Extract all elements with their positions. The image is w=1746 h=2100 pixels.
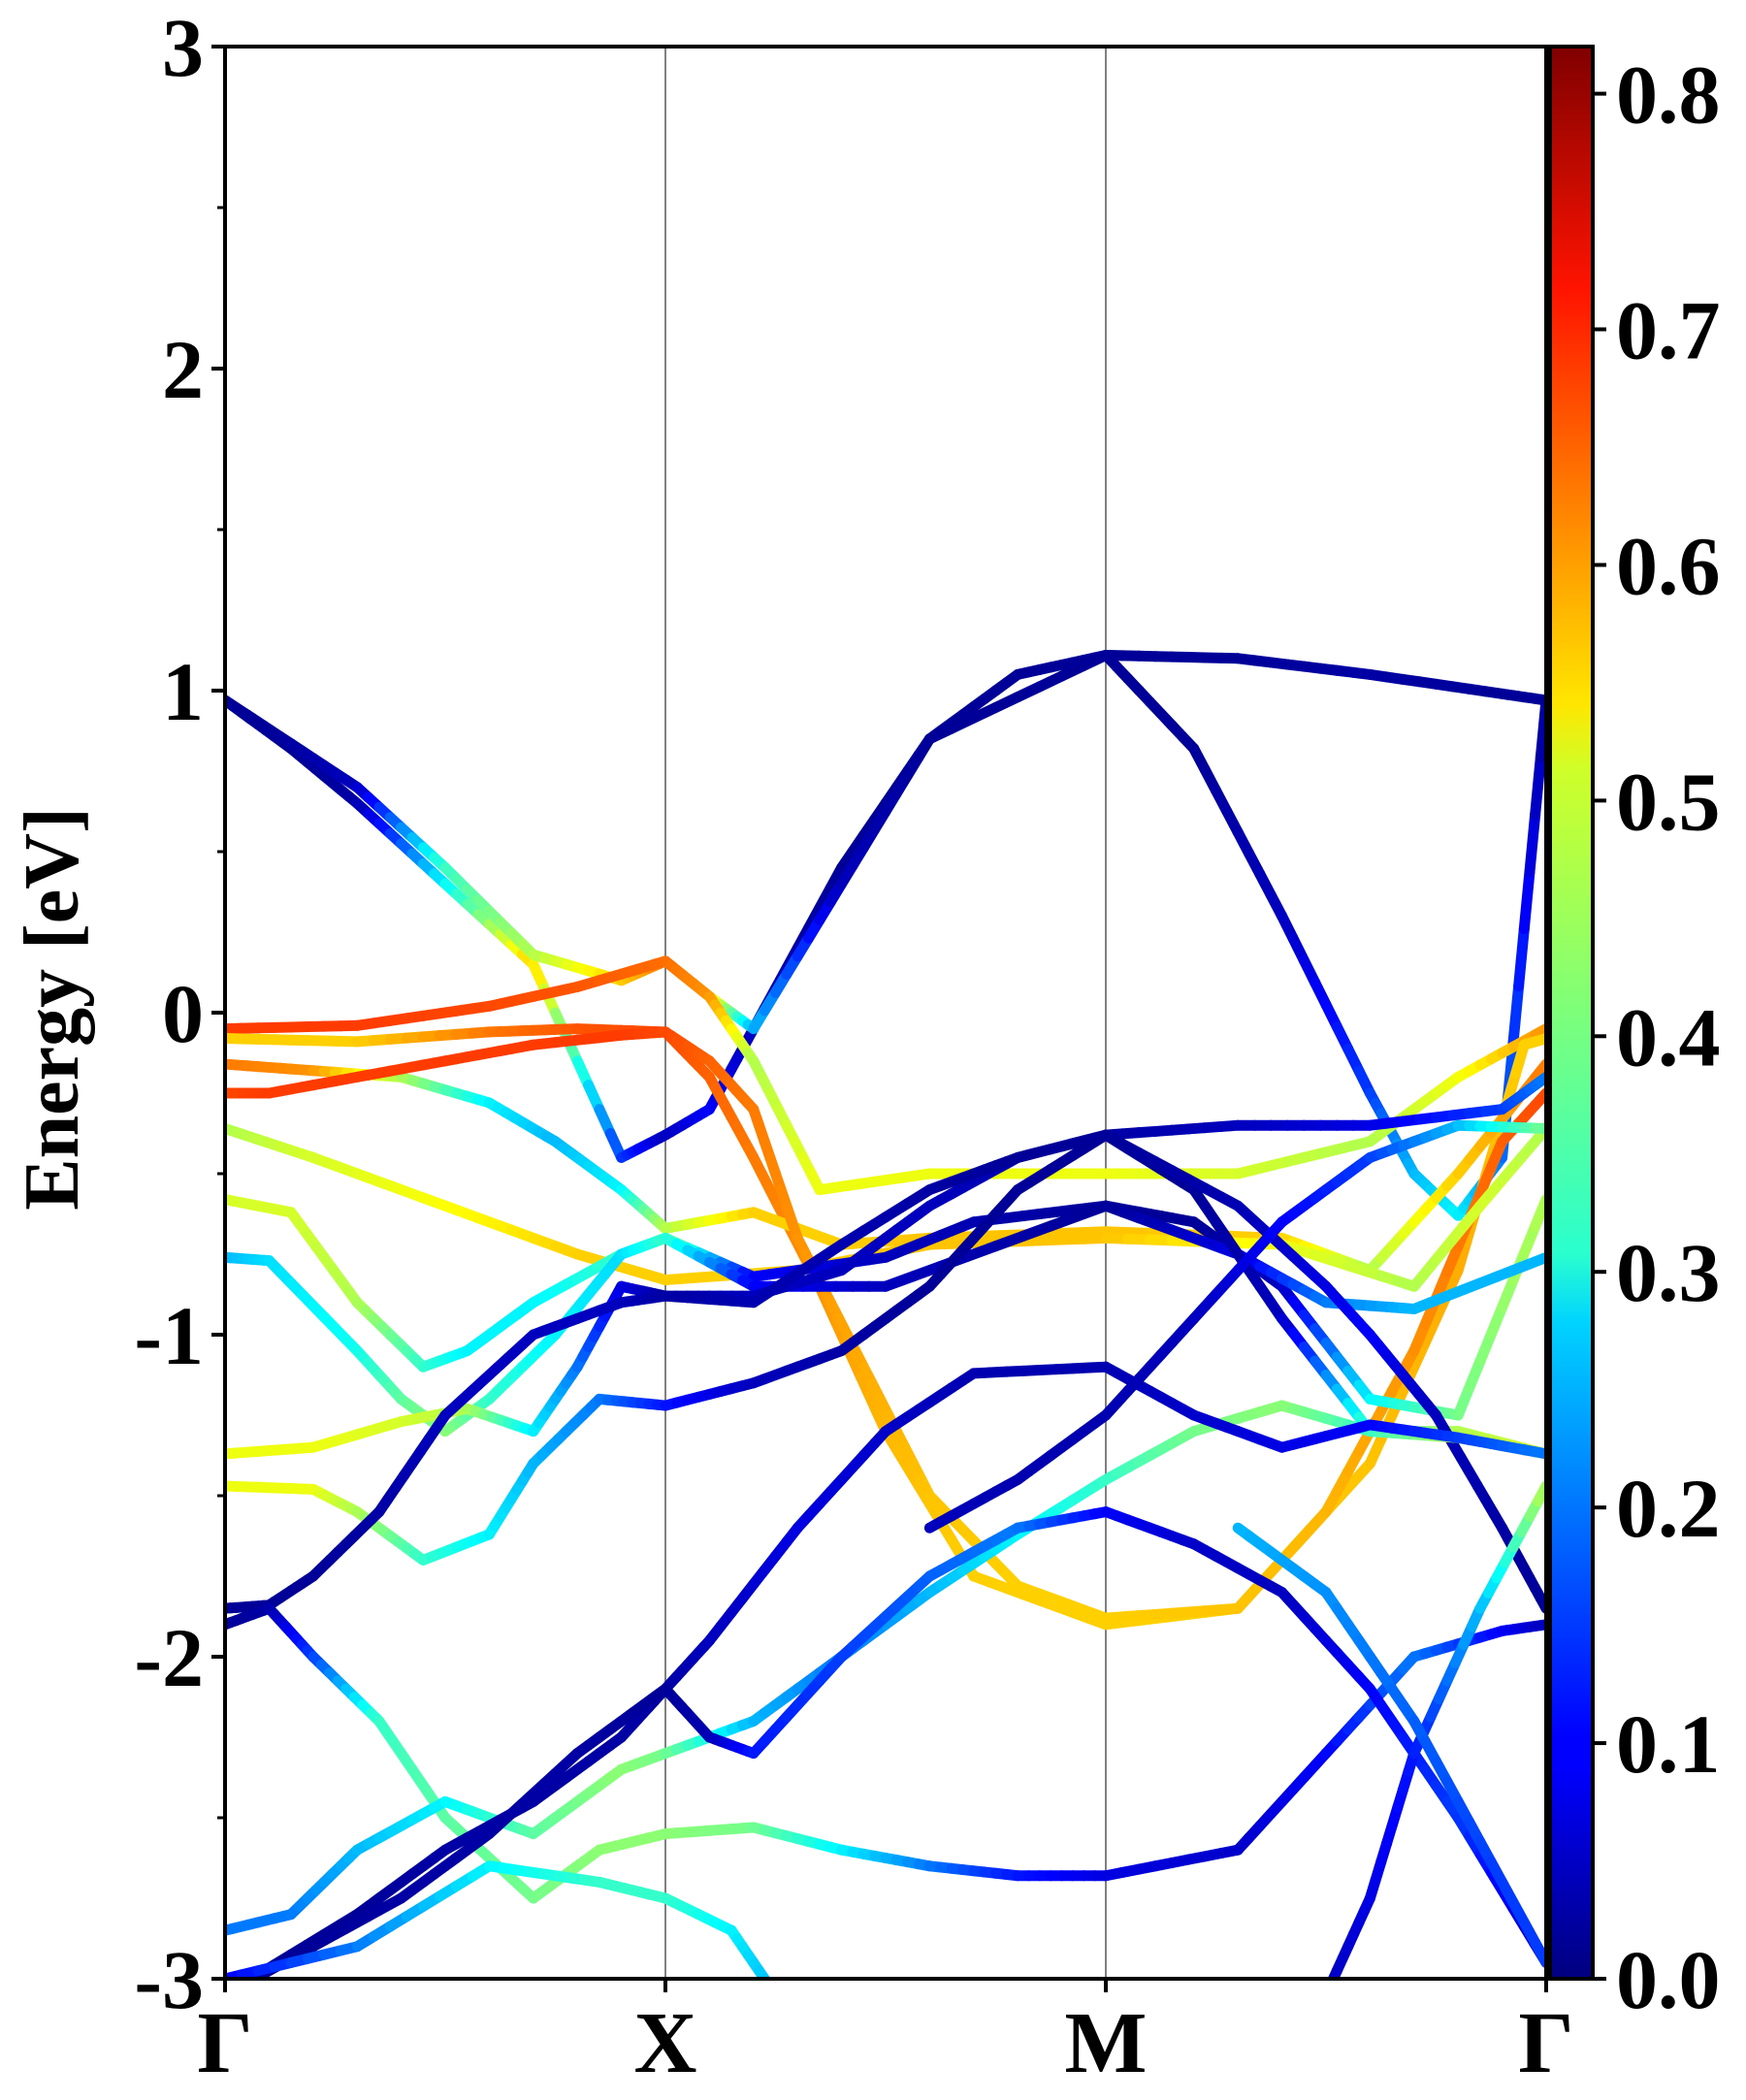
band-segment <box>1519 929 1525 986</box>
colorbar-tick-label: 0.2 <box>1616 1462 1721 1555</box>
band-segment <box>225 1985 242 1994</box>
band-segment <box>1524 872 1530 929</box>
y-tick-label: 0 <box>162 967 204 1060</box>
colorbar-tick-label: 0.6 <box>1616 519 1721 612</box>
y-tick-label: -3 <box>134 1933 204 2026</box>
colorbar-tick-label: 0.0 <box>1616 1933 1721 2026</box>
colorbar <box>1550 47 1593 1979</box>
colorbar-tick-label: 0.5 <box>1616 755 1721 848</box>
band-segment <box>1326 1983 1332 1994</box>
x-tick-label: Γ <box>197 1995 252 2091</box>
y-tick-label: -1 <box>134 1289 204 1382</box>
colorbar-tick-label: 0.1 <box>1616 1697 1721 1791</box>
x-tick-label: Γ <box>1518 1995 1573 2091</box>
x-tick-label: M <box>1065 1995 1148 2091</box>
y-tick-label: 2 <box>162 323 204 416</box>
y-tick-label: -2 <box>134 1611 204 1704</box>
y-tick-label: 3 <box>162 1 204 94</box>
y-tick-label: 1 <box>162 645 204 738</box>
colorbar-tick-label: 0.8 <box>1616 48 1721 142</box>
band-segment <box>1530 1257 1546 1264</box>
band-segment <box>1530 815 1536 872</box>
colorbar-tick-label: 0.3 <box>1616 1226 1721 1319</box>
band-segment <box>1536 758 1541 815</box>
y-axis-ticks: 3 2 1 0 -1 -2 -3 <box>134 1 225 2026</box>
colorbar-tick-label: 0.7 <box>1616 284 1721 377</box>
colorbar-ticks: 0.8 0.7 0.6 0.5 0.4 0.3 0.2 0.1 0.0 <box>1593 48 1721 2026</box>
y-axis-label: Energy [eV] <box>10 807 95 1210</box>
colorbar-tick-label: 0.4 <box>1616 990 1721 1083</box>
x-tick-label: X <box>634 1995 697 2091</box>
band-segment <box>1513 986 1519 1044</box>
band-segment <box>236 1983 246 1988</box>
band-segment <box>770 1987 776 1994</box>
